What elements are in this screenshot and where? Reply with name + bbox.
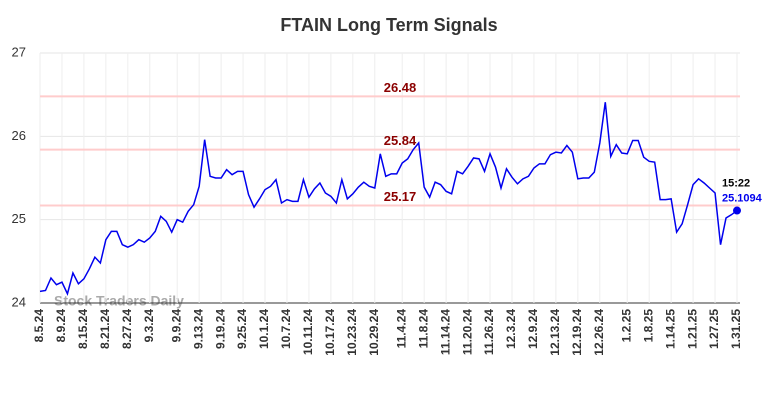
x-tick-label: 11.8.24 [416,309,430,349]
x-tick-label: 11.4.24 [394,309,408,349]
y-tick-label: 27 [12,44,26,59]
x-tick-label: 8.5.24 [32,309,46,343]
x-tick-label: 12.19.24 [570,309,584,356]
x-tick-label: 11.14.24 [438,309,452,355]
x-tick-label: 10.29.24 [367,309,381,356]
x-tick-label: 12.9.24 [526,309,540,349]
price-line [39,102,738,297]
x-tick-label: 1.21.25 [685,309,699,349]
x-tick-label: 9.3.24 [142,309,156,343]
y-tick-label: 24 [12,294,26,309]
x-tick-label: 12.3.24 [504,309,518,349]
x-tick-label: 10.1.24 [257,309,271,349]
x-tick-label: 10.11.24 [301,309,315,355]
chart-title: FTAIN Long Term Signals [280,15,497,35]
last-time: 15:22 [722,177,750,189]
x-tick-label: 9.9.24 [169,309,183,343]
x-tick-label: 1.27.25 [707,309,721,349]
last-point [733,206,741,215]
x-tick-label: 11.26.24 [482,309,496,355]
x-tick-label: 9.13.24 [191,309,205,349]
x-tick-label: 9.25.24 [235,309,249,349]
x-tick-label: 1.2.25 [619,309,633,343]
signal-label: 25.84 [384,133,417,148]
signal-label: 25.17 [384,189,417,204]
watermark: Stock Traders Daily [54,293,184,309]
x-tick-label: 12.26.24 [592,309,606,356]
x-tick-label: 8.27.24 [120,309,134,349]
x-tick-label: 1.31.25 [729,309,743,349]
x-tick-label: 8.21.24 [98,309,112,349]
y-tick-label: 26 [12,128,26,143]
y-tick-label: 25 [12,211,26,226]
signal-label: 26.48 [384,80,417,95]
x-tick-label: 1.8.25 [641,309,655,343]
x-tick-label: 11.20.24 [460,309,474,355]
x-tick-label: 1.14.25 [663,309,677,349]
last-value: 25.1094 [722,192,763,204]
x-tick-label: 10.17.24 [323,309,337,356]
x-tick-label: 8.15.24 [76,309,90,349]
x-tick-label: 8.9.24 [54,309,68,343]
x-tick-label: 12.13.24 [548,309,562,356]
x-tick-label: 9.19.24 [213,309,227,349]
x-tick-label: 10.7.24 [279,309,293,349]
x-tick-label: 10.23.24 [345,309,359,356]
